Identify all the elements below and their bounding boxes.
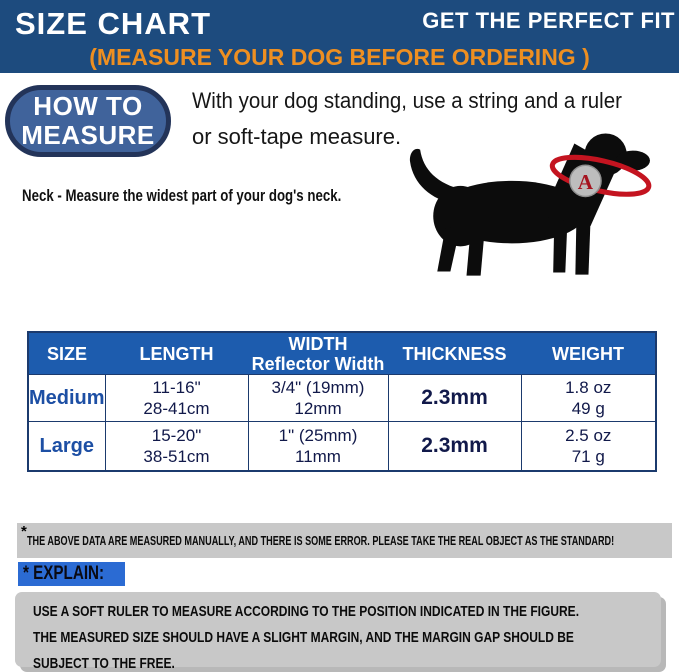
width-value: 1" (25mm) 11mm bbox=[247, 421, 389, 472]
measure-point-disc bbox=[569, 164, 602, 198]
how-to-measure-badge: HOW TO MEASURE bbox=[5, 85, 171, 157]
explain-line1: USE A SOFT RULER TO MEASURE ACCORDING TO… bbox=[33, 603, 580, 620]
disclaimer-asterisk: * bbox=[21, 523, 27, 540]
length-value: 11-16" 28-41cm bbox=[104, 374, 249, 422]
disclaimer-bar: * THE ABOVE DATA ARE MEASURED MANUALLY, A… bbox=[17, 523, 672, 558]
table-row-medium: Medium 11-16" 28-41cm 3/4" (19mm) 12mm 2… bbox=[27, 374, 657, 422]
how-to-measure-line1: HOW TO bbox=[33, 91, 143, 121]
measure-point-label: A bbox=[578, 170, 594, 194]
table-row-large: Large 15-20" 38-51cm 1" (25mm) 11mm 2.3m… bbox=[27, 421, 657, 472]
explain-line3: SUBJECT TO THE FREE. bbox=[33, 655, 175, 672]
weight-value: 2.5 oz 71 g bbox=[520, 421, 657, 472]
thickness-value: 2.3mm bbox=[387, 421, 522, 472]
col-header-size: SIZE bbox=[28, 332, 105, 375]
col-header-weight: WEIGHT bbox=[521, 332, 656, 375]
col-header-thickness: THICKNESS bbox=[388, 332, 521, 375]
how-to-measure-line2: MEASURE bbox=[21, 120, 155, 150]
dog-silhouette-icon: A bbox=[409, 133, 652, 276]
explain-line2: THE MEASURED SIZE SHOULD HAVE A SLIGHT M… bbox=[33, 629, 574, 646]
size-value: Large bbox=[27, 421, 106, 472]
col-header-width: WIDTH Reflector Width bbox=[248, 332, 388, 375]
instruction-line2: or soft-tape measure. bbox=[192, 124, 402, 149]
col-header-length: LENGTH bbox=[105, 332, 248, 375]
table-header-row: SIZE LENGTH WIDTH Reflector Width THICKN… bbox=[28, 332, 656, 375]
banner-tagline: GET THE PERFECT FIT bbox=[422, 8, 675, 33]
width-value: 3/4" (19mm) 12mm bbox=[247, 374, 389, 422]
size-table: SIZE LENGTH WIDTH Reflector Width THICKN… bbox=[27, 331, 657, 472]
page-title: SIZE CHART bbox=[15, 6, 211, 41]
length-value: 15-20" 38-51cm bbox=[104, 421, 249, 472]
explain-box: USE A SOFT RULER TO MEASURE ACCORDING TO… bbox=[15, 592, 661, 672]
thickness-value: 2.3mm bbox=[387, 374, 522, 422]
banner-subtitle: (MEASURE YOUR DOG BEFORE ORDERING ) bbox=[89, 44, 590, 70]
weight-value: 1.8 oz 49 g bbox=[520, 374, 657, 422]
neck-measure-note: Neck - Measure the widest part of your d… bbox=[22, 186, 342, 205]
disclaimer-text: THE ABOVE DATA ARE MEASURED MANUALLY, AN… bbox=[26, 533, 615, 548]
dog-illustration: A bbox=[403, 127, 655, 279]
explain-label: * EXPLAIN: bbox=[18, 562, 125, 586]
size-value: Medium bbox=[27, 374, 106, 422]
instruction-line1: With your dog standing, use a string and… bbox=[192, 88, 622, 113]
banner: SIZE CHART GET THE PERFECT FIT (MEASURE … bbox=[0, 0, 679, 73]
